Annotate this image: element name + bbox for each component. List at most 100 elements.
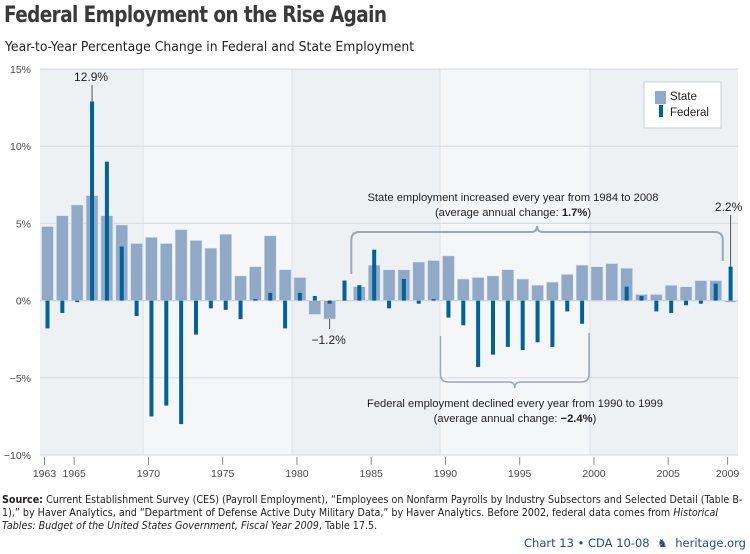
source-italic-title: Historical Tables: Budget of the United … <box>2 507 719 532</box>
state-bar <box>427 260 440 301</box>
state-bar <box>471 277 485 301</box>
legend: State Federal <box>643 81 722 129</box>
federal-bar <box>431 299 436 301</box>
y-tick-label: 0% <box>16 296 31 308</box>
x-tick-label: 1980 <box>285 468 309 480</box>
federal-bar <box>149 300 154 417</box>
state-bar <box>145 236 158 301</box>
federal-bar <box>654 300 659 312</box>
state-bar <box>130 243 143 301</box>
federal-average-value: −2.4% <box>561 413 593 425</box>
federal-bar <box>45 300 50 329</box>
state-bar <box>249 266 262 301</box>
state-series <box>41 195 737 320</box>
x-tick-label: 1985 <box>360 468 384 480</box>
state-bar <box>516 278 530 301</box>
federal-bar <box>119 246 124 301</box>
legend-federal-label: Federal <box>670 107 709 119</box>
federal-bar <box>327 300 332 304</box>
site-link[interactable]: heritage.org <box>675 536 746 550</box>
bracket-text: (average annual change: <box>435 207 562 219</box>
federal-peak-label: 12.9% <box>74 70 108 84</box>
state-bracket-line2: (average annual change: 1.7%) <box>435 207 591 219</box>
annotations: 12.9% −1.2% 2.2% State employment increased… <box>74 70 743 425</box>
state-bracket-line1: State employment increased every year fr… <box>367 192 658 204</box>
legend-state-swatch <box>655 91 666 104</box>
source-text-1: Current Establishment Survey (CES) (Payr… <box>2 494 743 519</box>
federal-bar <box>297 292 302 301</box>
state-bar <box>501 269 515 301</box>
state-average-value: 1.7% <box>562 207 588 219</box>
y-tick-label: −10% <box>4 450 31 462</box>
federal-bar <box>194 300 198 335</box>
state-bar <box>204 247 218 301</box>
federal-bracket-line2: (average annual change: −2.4%) <box>434 413 597 425</box>
federal-bar <box>401 278 406 301</box>
x-tick-label: 2000 <box>582 468 606 480</box>
federal-bar <box>312 295 317 301</box>
x-tick-label: 1970 <box>137 468 161 480</box>
federal-bar <box>60 300 65 313</box>
federal-bar <box>669 300 674 313</box>
state-bar <box>546 281 559 301</box>
federal-bracket <box>439 333 590 389</box>
federal-bar <box>90 101 95 301</box>
state-bar <box>590 266 604 301</box>
background-band <box>440 69 590 455</box>
federal-bar <box>283 300 288 329</box>
state-bar <box>486 275 500 301</box>
bracket-text: (average annual change: <box>434 413 561 425</box>
federal-bar <box>416 300 421 304</box>
state-bracket <box>350 225 724 274</box>
legend-state-label: State <box>670 91 697 103</box>
state-bar <box>70 204 84 301</box>
state-bar <box>234 275 247 301</box>
state-bar <box>650 294 663 301</box>
federal-bar <box>580 300 585 324</box>
x-tick-label: 2009 <box>716 468 740 480</box>
federal-bar <box>476 300 481 367</box>
state-bar <box>442 255 455 301</box>
state-bar <box>160 243 173 301</box>
state-bar <box>189 240 203 301</box>
y-tick-label: 15% <box>10 64 31 76</box>
state-bar <box>694 280 708 301</box>
federal-bar <box>342 280 347 301</box>
background-band <box>590 69 738 455</box>
federal-bar <box>491 300 495 355</box>
federal-bar <box>164 300 169 406</box>
federal-bar <box>550 300 555 347</box>
federal-bar <box>698 300 703 304</box>
state-bar <box>278 269 292 301</box>
source-note: Source: Current Establishment Survey (CE… <box>2 494 746 533</box>
bracket-text: ) <box>593 413 597 425</box>
federal-bar <box>75 300 80 303</box>
bracket-text: ) <box>587 207 591 219</box>
state-bar <box>308 300 322 315</box>
federal-bar <box>505 300 510 347</box>
federal-bracket-line1: Federal employment declined every year f… <box>367 398 663 410</box>
federal-2009-label: 2.2% <box>715 200 743 214</box>
source-text-2: , Table 17.5. <box>318 520 378 532</box>
liberty-bell-icon: ♞ <box>657 536 668 550</box>
state-bar <box>219 233 232 301</box>
chart-canvas: 15%10%5%0%−5%−10% 1963 1965 1970 1975 1980 19… <box>4 64 743 480</box>
chart-subtitle: Year-to-Year Percentage Change in Federa… <box>5 39 415 55</box>
state-bar <box>605 263 619 301</box>
state-bar <box>456 278 470 301</box>
federal-bar <box>624 286 629 301</box>
y-tick-label: 10% <box>10 141 31 153</box>
federal-series <box>45 101 733 425</box>
chart-id: Chart 13 • CDA 10-08 <box>524 536 650 550</box>
federal-bar <box>639 295 644 301</box>
federal-bar <box>387 300 392 309</box>
federal-bar <box>253 299 258 301</box>
x-axis: 1963 1965 1970 1975 1980 1985 1990 1995 2000 2005… <box>33 457 740 480</box>
footer: Chart 13 • CDA 10-08 ♞ heritage.org <box>524 536 746 550</box>
federal-bar <box>728 266 733 301</box>
federal-bar <box>446 300 451 318</box>
x-tick-label: 1995 <box>508 468 532 480</box>
x-tick-label: 2005 <box>657 468 681 480</box>
state-bar <box>664 284 678 301</box>
x-tick-label: 1963 <box>33 468 57 480</box>
